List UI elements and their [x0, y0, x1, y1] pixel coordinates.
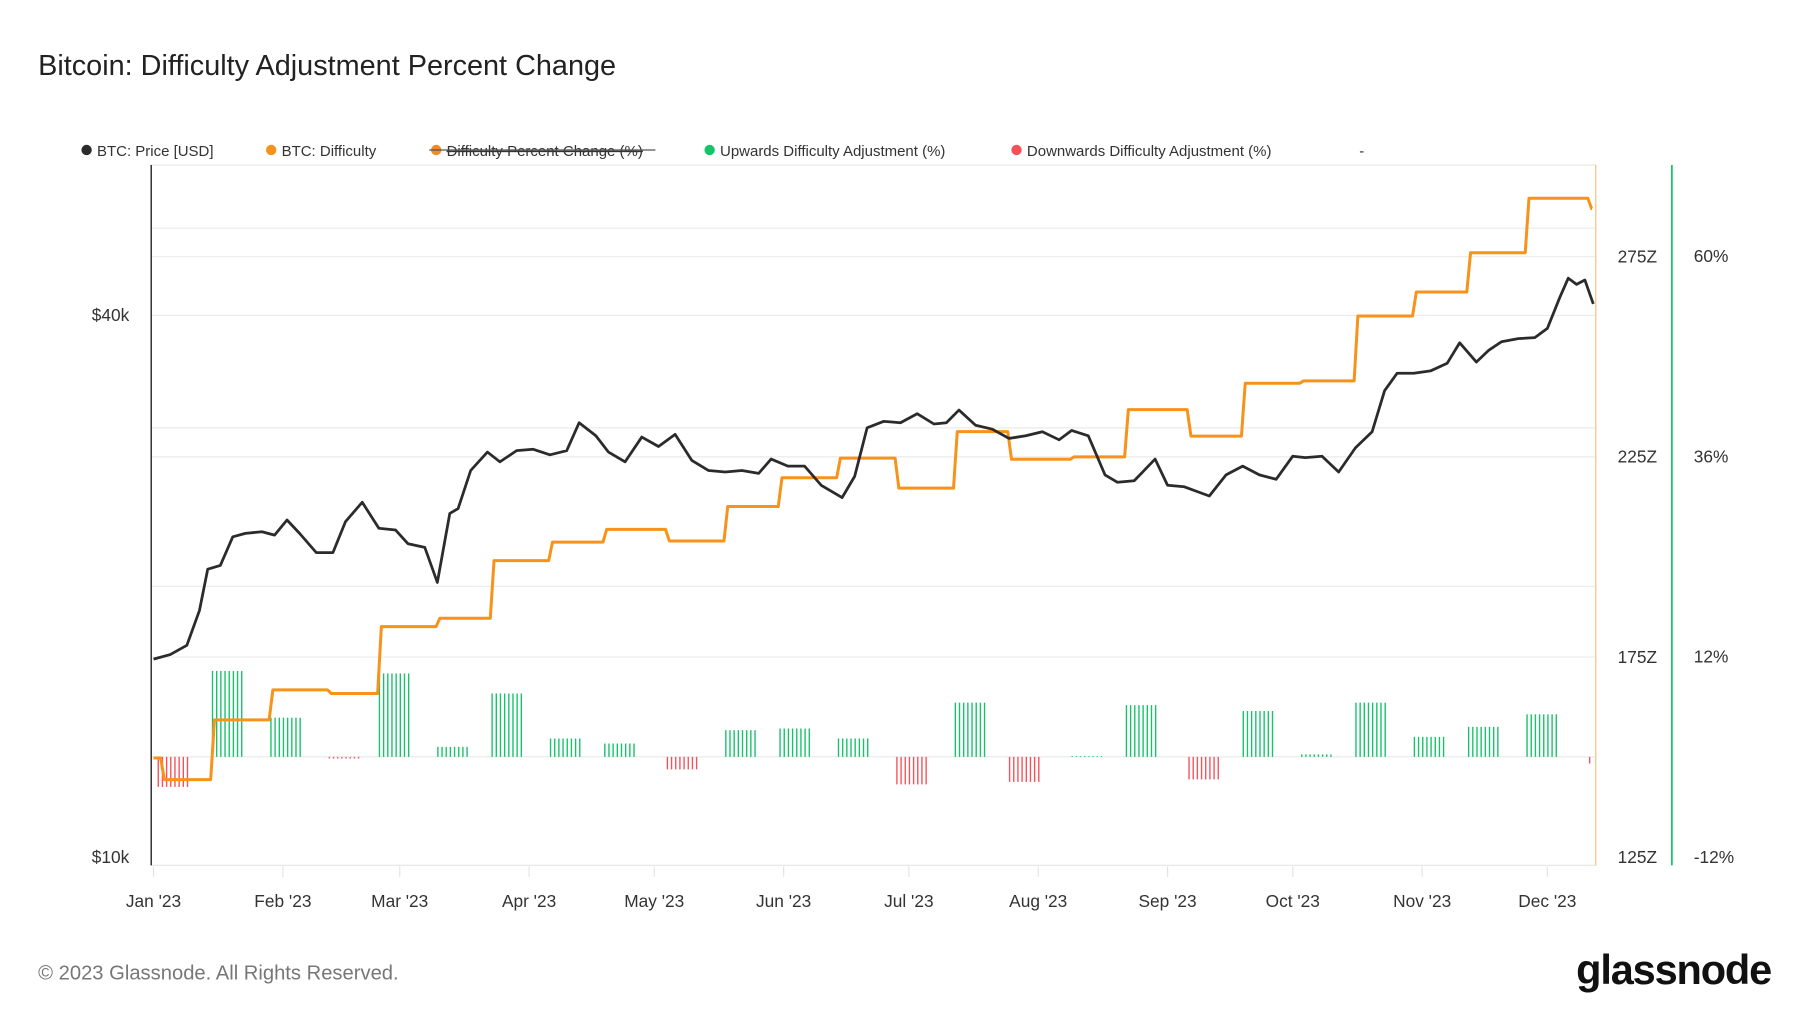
- difficulty-axis-ticks: 275Z 225Z 175Z 125Z: [1618, 246, 1658, 867]
- x-tick-label: Jan '23: [126, 891, 181, 911]
- difficulty-tick-label: 275Z: [1618, 246, 1658, 266]
- glassnode-logo: glassnode: [1576, 946, 1771, 993]
- legend-dot-icon: [1011, 144, 1022, 156]
- chart-title: Bitcoin: Difficulty Adjustment Percent C…: [38, 50, 616, 82]
- x-tick-label: Oct '23: [1266, 891, 1320, 911]
- percent-tick-label: 12%: [1694, 646, 1729, 666]
- x-tick-label: Dec '23: [1518, 891, 1576, 911]
- legend-label: BTC: Price [USD]: [97, 143, 214, 160]
- legend-item[interactable]: Difficulty Percent Change (%): [429, 143, 656, 160]
- legend-dot-icon: [704, 144, 715, 156]
- legend-item[interactable]: BTC: Price [USD]: [81, 143, 214, 160]
- x-tick-label: Feb '23: [254, 891, 311, 911]
- difficulty-tick-label: 225Z: [1618, 447, 1658, 467]
- legend-label: Upwards Difficulty Adjustment (%): [720, 143, 945, 160]
- price-tick-label: $10k: [92, 847, 130, 867]
- legend-dot-icon: [266, 144, 277, 156]
- x-tick-label: Jul '23: [884, 891, 933, 911]
- percent-axis-ticks: 60% 36% 12% -12%: [1694, 246, 1734, 867]
- percent-tick-label: 36%: [1694, 447, 1729, 467]
- x-axis-ticks: Jan '23 Feb '23 Mar '23 Apr '23 May '23 Jun '…: [126, 866, 1576, 911]
- gridlines: [151, 227, 1596, 758]
- legend-item[interactable]: BTC: Difficulty: [266, 143, 377, 160]
- difficulty-tick-label: 125Z: [1618, 847, 1658, 867]
- legend: BTC: Price [USD] BTC: Difficulty Difficult…: [81, 143, 1364, 160]
- copyright: © 2023 Glassnode. All Rights Reserved.: [38, 963, 399, 985]
- legend-label: -: [1359, 143, 1364, 160]
- x-tick-label: May '23: [624, 891, 684, 911]
- legend-label: Downwards Difficulty Adjustment (%): [1027, 143, 1272, 160]
- adjustment-bars: [157, 670, 1591, 787]
- legend-dot-icon: [81, 144, 92, 156]
- legend-label: BTC: Difficulty: [282, 143, 377, 160]
- plot-frame: [150, 164, 1597, 866]
- difficulty-tick-label: 175Z: [1618, 647, 1658, 667]
- x-tick-label: Aug '23: [1009, 891, 1067, 911]
- percent-tick-label: -12%: [1694, 847, 1734, 867]
- price-tick-label: $40k: [92, 305, 130, 325]
- legend-item[interactable]: Upwards Difficulty Adjustment (%): [704, 143, 945, 160]
- legend-label: Difficulty Percent Change (%): [447, 143, 643, 160]
- x-tick-label: Mar '23: [371, 891, 428, 911]
- x-tick-label: Sep '23: [1139, 891, 1197, 911]
- x-tick-label: Jun '23: [756, 891, 811, 911]
- difficulty-line: [153, 196, 1594, 782]
- x-tick-label: Nov '23: [1393, 891, 1451, 911]
- legend-item[interactable]: -: [1359, 143, 1364, 160]
- x-tick-label: Apr '23: [502, 891, 556, 911]
- price-line: [153, 276, 1595, 661]
- percent-tick-label: 60%: [1694, 246, 1729, 266]
- price-axis-ticks: $40k $10k: [92, 305, 130, 867]
- legend-item[interactable]: Downwards Difficulty Adjustment (%): [1011, 143, 1271, 160]
